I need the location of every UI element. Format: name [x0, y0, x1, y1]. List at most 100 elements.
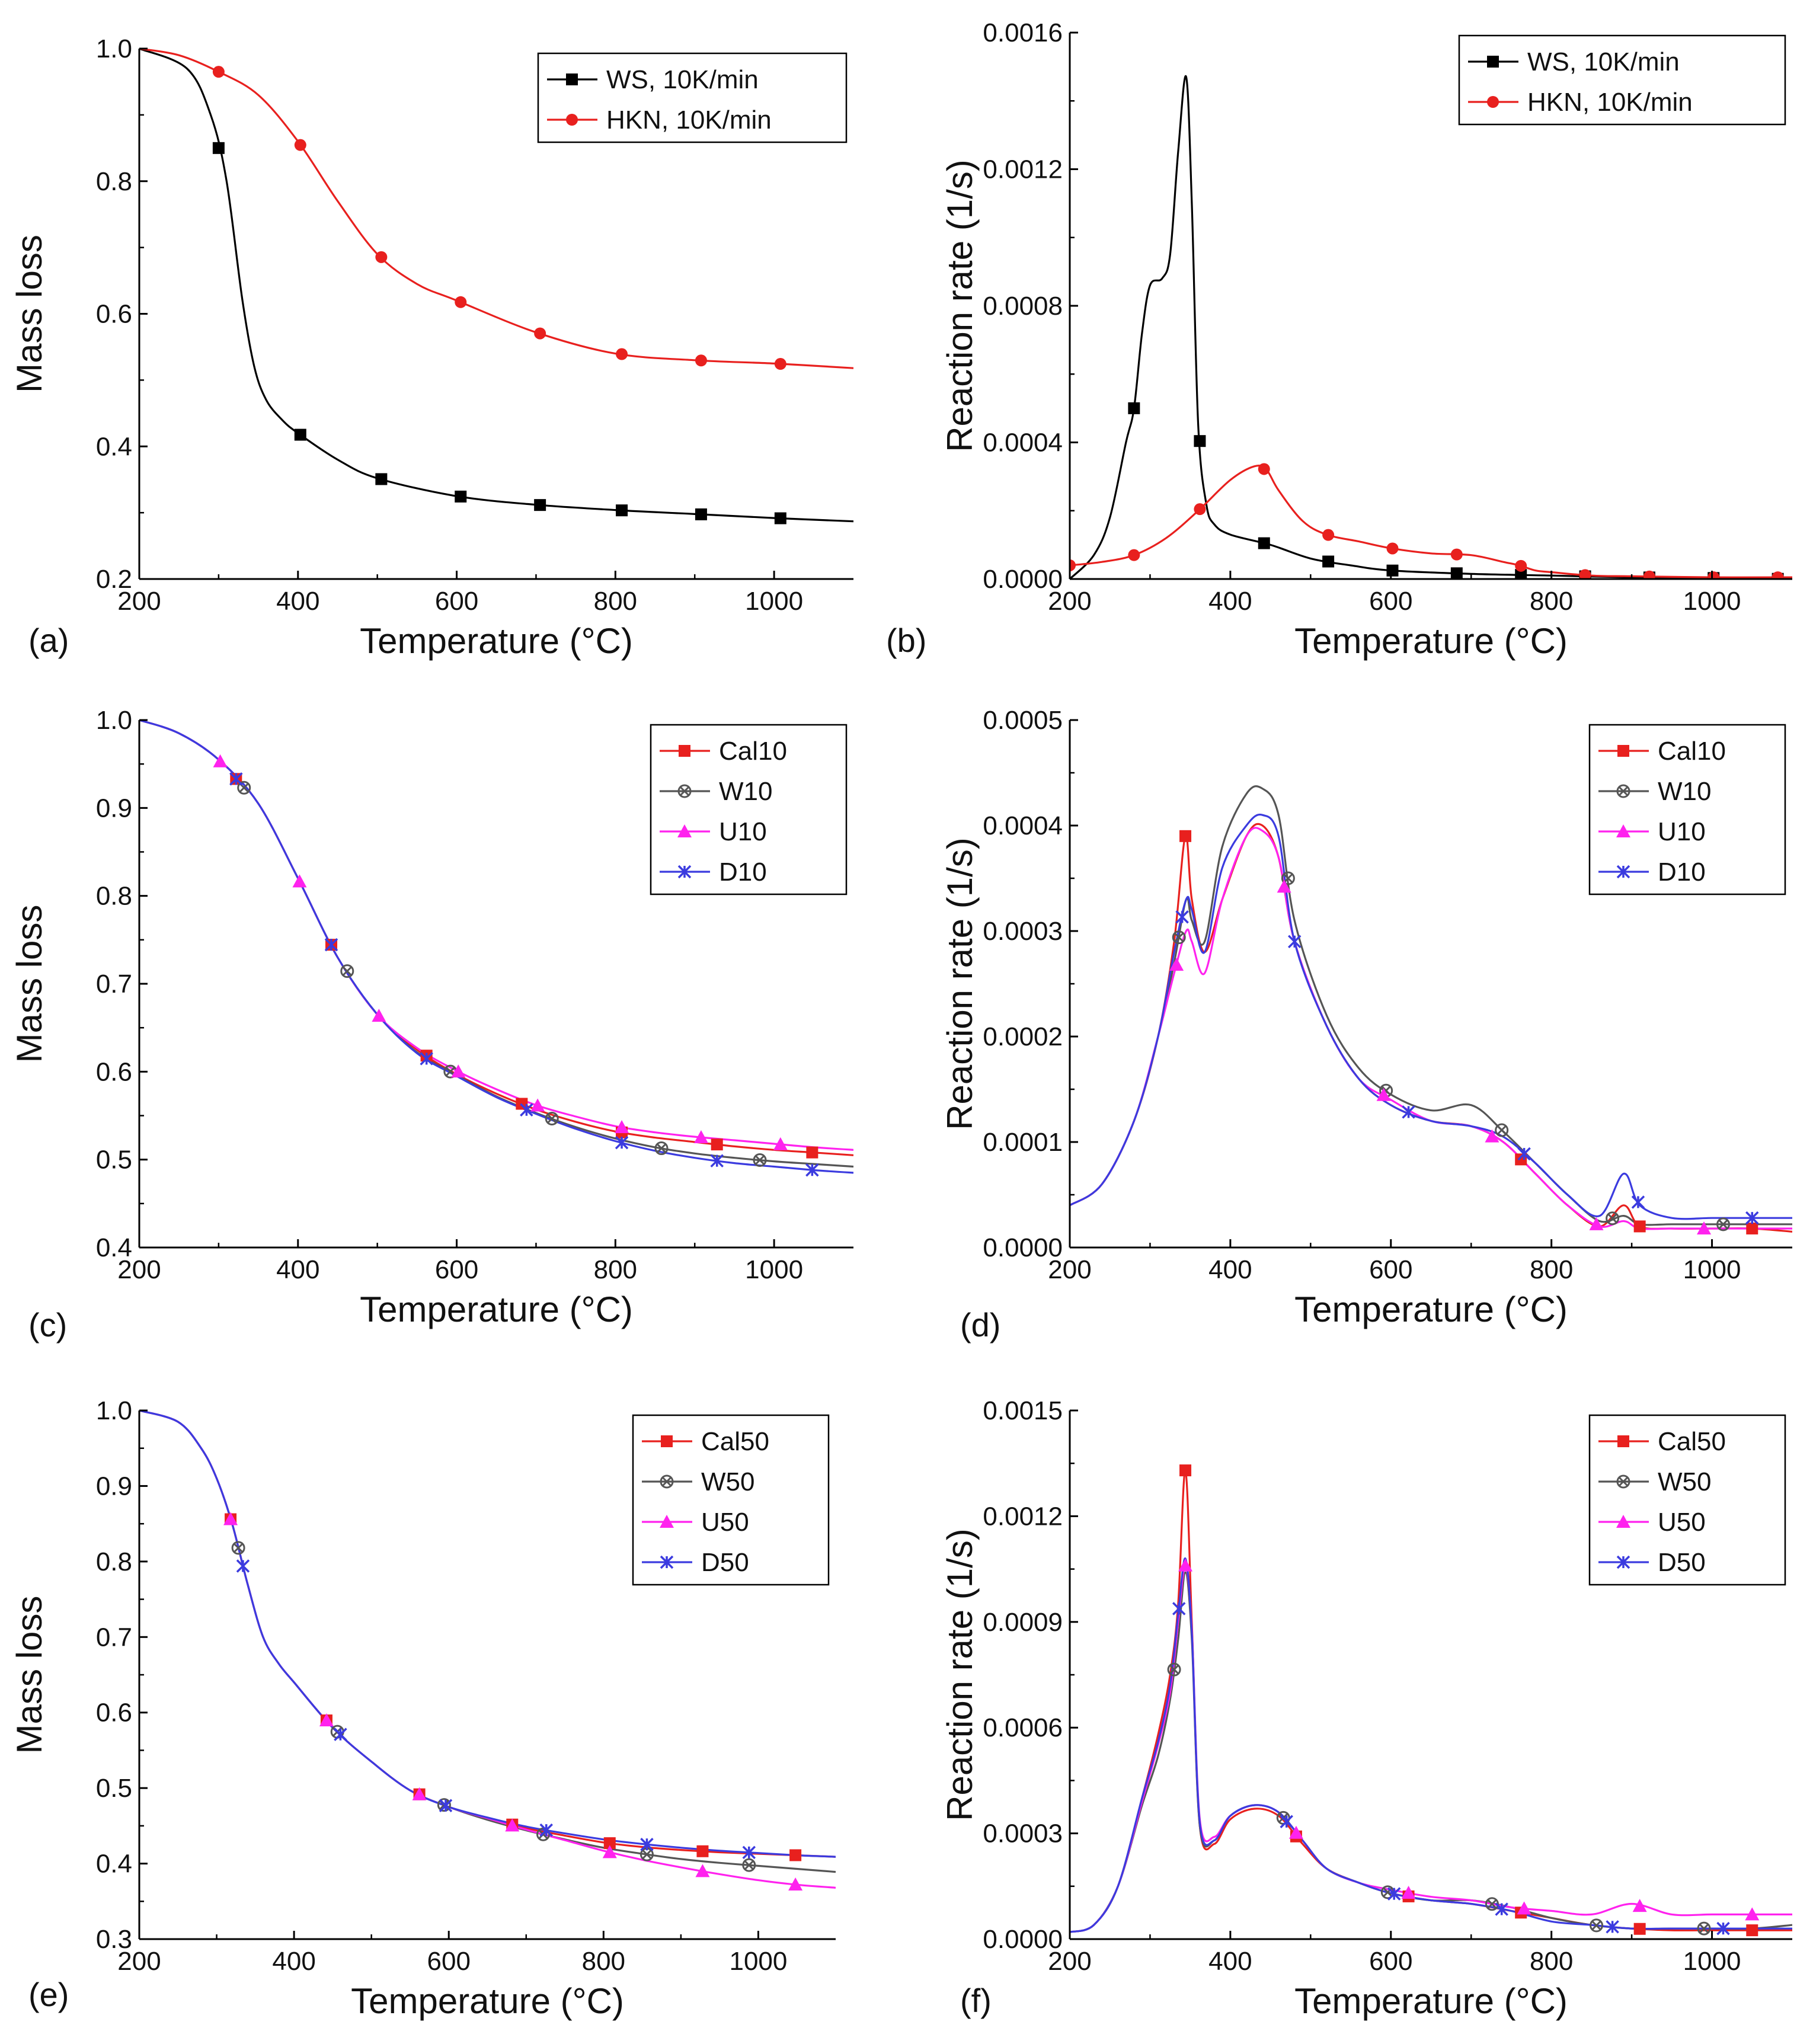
x-tick-label: 400 [1208, 1947, 1252, 1976]
x-tick-label: 600 [435, 1255, 478, 1284]
x-tick-label: 200 [1048, 1947, 1091, 1976]
marker-asterisk [1402, 1105, 1415, 1119]
legend: WS, 10K/min HKN, 10K/min [537, 52, 848, 143]
marker-triangle [213, 754, 228, 767]
marker-crossed-circle [340, 964, 354, 978]
y-axis-label: Reaction rate (1/s) [940, 159, 980, 452]
marker-square [789, 1849, 802, 1861]
marker-circle [455, 296, 467, 308]
x-tick-label: 1000 [1683, 1255, 1741, 1284]
marker-circle [1487, 96, 1499, 108]
x-axis-label: Temperature (°C) [1294, 1981, 1568, 2021]
y-tick-label: 0.0000 [983, 565, 1063, 594]
marker-square [695, 508, 707, 520]
y-tick-label: 0.9 [96, 794, 132, 823]
series-markers-ws-10k-min [212, 142, 786, 524]
marker-asterisk [710, 1154, 724, 1167]
panel-label: (b) [886, 622, 926, 659]
x-tick-label: 400 [276, 587, 319, 616]
legend-entry-label: HKN, 10K/min [606, 105, 772, 135]
y-axis-label: Mass loss [9, 1596, 49, 1754]
marker-triangle [1401, 1885, 1416, 1899]
marker-crossed-circle [1616, 784, 1630, 798]
marker-crossed-circle [1167, 1662, 1181, 1677]
legend-box [537, 52, 848, 143]
panel-label: (f) [960, 1982, 992, 2019]
marker-square [661, 1435, 673, 1447]
plot-area [1070, 75, 1792, 579]
marker-square [534, 499, 546, 511]
marker-circle [616, 348, 628, 360]
chart-panel-a: 200 400 600 800 1000 0.2 0.4 0.6 0.8 1.0 Temperatu… [9, 34, 853, 661]
marker-square [1258, 537, 1270, 549]
marker-square [1746, 1924, 1758, 1937]
legend-entry-label: W50 [1658, 1467, 1711, 1496]
plot-area [1070, 785, 1792, 1234]
y-tick-label: 1.0 [96, 34, 132, 63]
marker-triangle [1697, 1221, 1712, 1234]
marker-circle [1322, 529, 1335, 541]
y-tick-label: 1.0 [96, 706, 132, 735]
marker-circle [695, 354, 707, 367]
legend-entry-label: W10 [719, 777, 772, 806]
marker-crossed-circle [1697, 1921, 1711, 1936]
marker-square [455, 490, 467, 503]
marker-square [1128, 402, 1140, 414]
x-tick-label: 1000 [745, 587, 803, 616]
marker-asterisk [420, 1052, 433, 1066]
y-tick-label: 0.0012 [983, 155, 1063, 184]
marker-asterisk [805, 1163, 819, 1177]
marker-asterisk [1745, 1211, 1759, 1225]
marker-triangle [1169, 957, 1184, 971]
marker-asterisk [1280, 1815, 1293, 1829]
marker-square [1179, 1464, 1192, 1477]
series-markers-d50 [1172, 1602, 1730, 1936]
marker-square [1633, 1923, 1646, 1935]
marker-square [774, 512, 786, 524]
marker-circle [1194, 503, 1206, 516]
chart-panel-e: 200 400 600 800 1000 0.3 0.4 0.5 0.6 0.7 0.8 0.9 1.0… [9, 1396, 836, 2021]
marker-asterisk [236, 1559, 250, 1573]
legend: Cal10 W10 U10 D10 [1588, 724, 1786, 895]
marker-asterisk [1172, 1602, 1186, 1616]
marker-triangle [1277, 879, 1291, 893]
marker-asterisk [439, 1799, 453, 1812]
x-tick-label: 600 [435, 587, 478, 616]
y-tick-label: 0.6 [96, 300, 132, 329]
marker-circle [774, 358, 786, 370]
marker-circle [1579, 569, 1591, 579]
marker-square [1617, 745, 1629, 757]
marker-asterisk [677, 865, 692, 879]
legend-entry-label: WS, 10K/min [606, 65, 759, 94]
y-tick-label: 0.0005 [983, 706, 1063, 735]
y-tick-label: 0.5 [96, 1146, 132, 1175]
marker-asterisk [615, 1135, 629, 1150]
series-line-hkn-10k-min [1070, 464, 1792, 578]
y-axis-label: Reaction rate (1/s) [940, 1528, 980, 1821]
y-tick-label: 0.8 [96, 167, 132, 196]
marker-square [603, 1837, 616, 1850]
marker-circle [534, 327, 546, 340]
marker-crossed-circle [660, 1474, 674, 1489]
marker-crossed-circle [654, 1141, 669, 1156]
marker-asterisk [660, 1555, 674, 1569]
x-tick-label: 1000 [745, 1255, 803, 1284]
series-line-hkn-10k-min [139, 49, 853, 369]
legend-entry-label: U50 [701, 1508, 749, 1537]
marker-circle [294, 139, 306, 151]
marker-triangle [1178, 1558, 1193, 1572]
x-tick-label: 200 [117, 1947, 161, 1976]
legend-entry-label: Cal50 [1658, 1427, 1726, 1456]
marker-triangle [292, 874, 307, 888]
legend-entry-label: WS, 10K/min [1527, 47, 1680, 76]
panel-label: (c) [28, 1306, 67, 1344]
marker-square [566, 73, 578, 85]
y-tick-label: 0.0001 [983, 1128, 1063, 1157]
series-line-d10 [139, 720, 853, 1174]
marker-triangle [602, 1845, 617, 1859]
x-tick-label: 200 [1048, 1255, 1091, 1284]
y-tick-label: 0.9 [96, 1472, 132, 1501]
marker-circle [1386, 542, 1399, 555]
marker-triangle [660, 1515, 674, 1528]
legend-box [1458, 34, 1786, 126]
